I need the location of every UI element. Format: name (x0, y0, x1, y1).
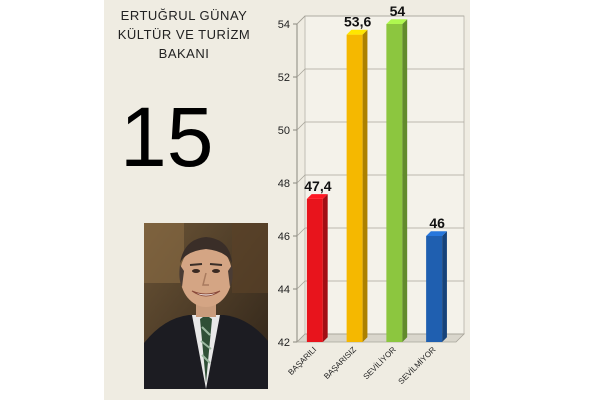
gridline (296, 280, 464, 290)
bar-value-label: 46 (429, 215, 445, 231)
bar-side (362, 29, 368, 343)
bar-value-label: 47,4 (304, 178, 331, 194)
y-tick-label: 44 (278, 284, 290, 296)
bar-top (346, 29, 368, 35)
chart-title: ERTUĞRUL GÜNAY KÜLTÜR VE TURİZM BAKANI (104, 6, 264, 63)
rank-number: 15 (120, 90, 214, 184)
x-category-label: BAŞARISIZ (322, 345, 358, 381)
portrait-photo-illustration (144, 223, 268, 389)
bar-top (386, 19, 408, 24)
bar-side (402, 19, 408, 342)
bar-front (426, 236, 443, 342)
gridline (296, 15, 464, 25)
title-line-name: ERTUĞRUL GÜNAY (120, 8, 248, 23)
gridline (296, 174, 464, 184)
bar-side (442, 231, 447, 342)
bar-front (386, 24, 403, 342)
gridline (296, 121, 464, 131)
y-tick-label: 50 (278, 125, 290, 137)
bar-top (426, 231, 447, 236)
x-category-label: SEVİLMİYOR (397, 345, 438, 386)
y-tick-label: 52 (278, 72, 290, 84)
gridline (296, 333, 464, 343)
bar-top (306, 194, 328, 199)
bar-front (346, 34, 363, 342)
title-line-ministry: KÜLTÜR VE TURİZM (117, 27, 251, 42)
y-tick-label: 46 (278, 231, 290, 243)
x-category-label: BAŞARILI (286, 345, 318, 377)
bar-value-label: 53,6 (344, 14, 371, 30)
gridline (296, 227, 464, 237)
title-line-position: BAKANI (158, 46, 210, 61)
bar-front (306, 198, 323, 342)
y-tick-label: 42 (278, 337, 290, 349)
bar-value-label: 54 (390, 3, 406, 19)
portrait-photo (144, 223, 268, 389)
bar-side (322, 194, 328, 342)
y-tick-label: 48 (278, 178, 290, 190)
y-tick-label: 54 (278, 19, 290, 31)
gridline (296, 68, 464, 78)
x-category-label: SEVİLİYOR (362, 345, 398, 381)
